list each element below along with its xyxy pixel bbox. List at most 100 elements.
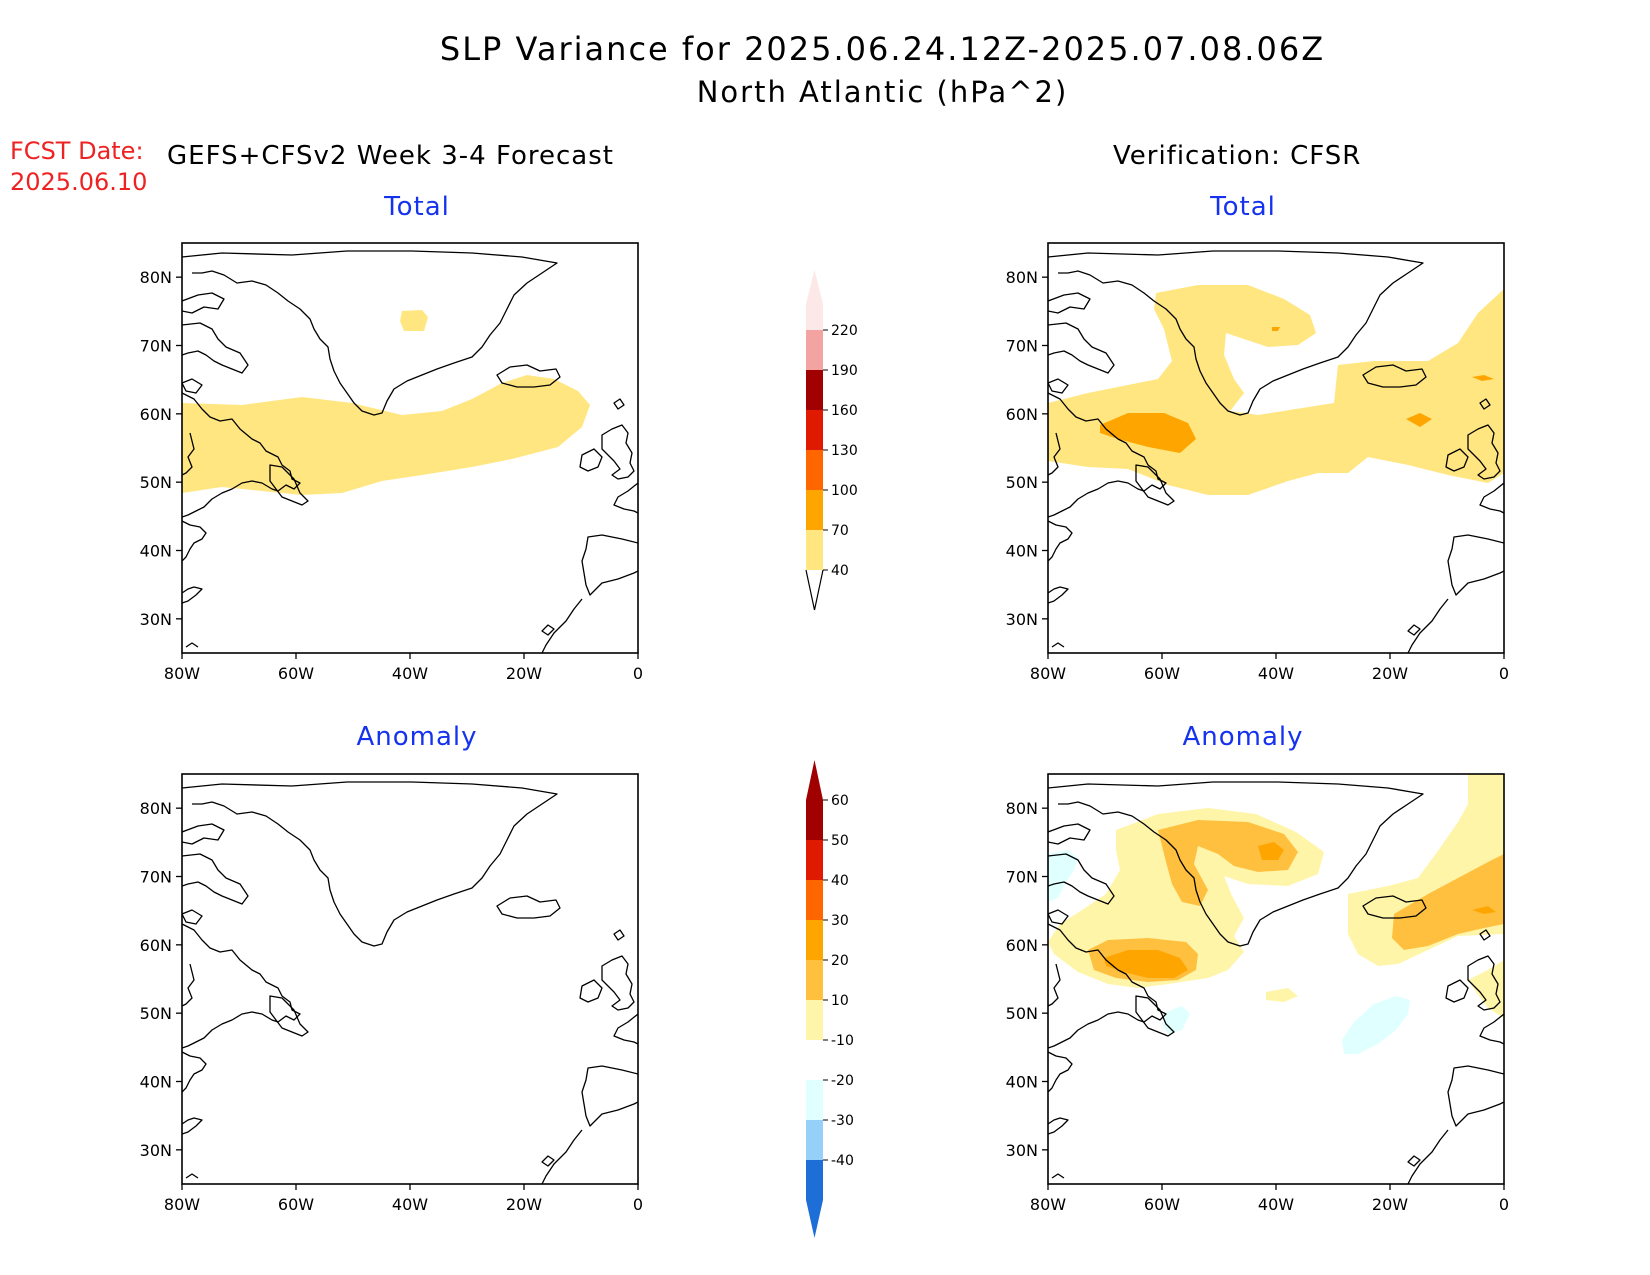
- lon-label: 80W: [1030, 664, 1066, 683]
- colorbar-anomaly-swatch: [806, 960, 823, 1000]
- colorbar-anomaly-swatch: [806, 1040, 823, 1080]
- colorbar-total-swatch: [806, 270, 823, 330]
- panel-title-forecast-total: Total: [384, 192, 450, 222]
- colorbar-anomaly-swatch: [806, 880, 823, 920]
- colorbar-anomaly-label: 20: [831, 953, 849, 969]
- left-column-title: GEFS+CFSv2 Week 3-4 Forecast: [167, 141, 614, 171]
- colorbar-total-swatch: [806, 370, 823, 410]
- colorbar-total-label: 130: [831, 443, 858, 459]
- lat-label: 80N: [1006, 799, 1038, 818]
- lat-label: 70N: [140, 337, 172, 356]
- shading-30-40-a: [1104, 950, 1188, 978]
- colorbar-total-label: 220: [831, 323, 858, 339]
- lon-label: 40W: [1258, 1195, 1294, 1214]
- lon-label: 60W: [278, 1195, 314, 1214]
- right-column-title: Verification: CFSR: [1113, 141, 1362, 171]
- colorbar-anomaly-swatch: [806, 1080, 823, 1120]
- lon-label: 60W: [1144, 664, 1180, 683]
- shading-neg-c: [1342, 996, 1410, 1054]
- colorbar-total-swatch: [806, 330, 823, 370]
- lon-label: 20W: [506, 1195, 542, 1214]
- colorbar-anomaly-label: 60: [831, 793, 849, 809]
- shading-70-100-verification-3: [1472, 375, 1494, 381]
- colorbar-anomaly-label: 30: [831, 913, 849, 929]
- lon-label: 0: [633, 1195, 643, 1214]
- colorbar-anomaly-label: 10: [831, 993, 849, 1009]
- lat-label: 60N: [140, 405, 172, 424]
- lat-label: 80N: [1006, 268, 1038, 287]
- lon-label: 20W: [1372, 1195, 1408, 1214]
- lat-label: 70N: [1006, 337, 1038, 356]
- shading-40-70-forecast: [182, 375, 590, 495]
- lon-label: 20W: [506, 664, 542, 683]
- lon-label: 0: [1499, 1195, 1509, 1214]
- shading-30-40-b: [1258, 842, 1284, 860]
- shading-20-30-c: [1392, 854, 1504, 950]
- lat-label: 60N: [140, 936, 172, 955]
- lat-label: 60N: [1006, 405, 1038, 424]
- panel-title-verification-anomaly: Anomaly: [1182, 722, 1304, 752]
- map-forecast-total: [181, 242, 639, 654]
- lat-label: 50N: [140, 1004, 172, 1023]
- lon-label: 0: [633, 664, 643, 683]
- colorbar-total-swatch: [806, 410, 823, 450]
- shading-neg-a: [1048, 850, 1078, 902]
- colorbar-anomaly-swatch: [806, 1160, 823, 1238]
- panel-title-forecast-anomaly: Anomaly: [356, 722, 478, 752]
- shading-70-100-verification-2: [1406, 413, 1432, 427]
- shading-10-20-c: [1266, 988, 1298, 1002]
- forecast-date-label: FCST Date:: [10, 137, 144, 165]
- colorbar-total-label: 190: [831, 363, 858, 379]
- lon-label: 80W: [164, 664, 200, 683]
- colorbar-total-swatch: [806, 490, 823, 530]
- lat-label: 40N: [1006, 1073, 1038, 1092]
- colorbar-anomaly-label: 50: [831, 833, 849, 849]
- colorbar-total-swatch: [806, 530, 823, 570]
- colorbar-total-label: 40: [831, 563, 849, 579]
- colorbar-anomaly-swatch: [806, 920, 823, 960]
- colorbar-total: 40 70 100 130 160 190 220: [805, 270, 858, 611]
- lat-label: 40N: [140, 542, 172, 561]
- colorbar-total-label: 160: [831, 403, 858, 419]
- shading-40-70-verification: [1048, 285, 1504, 495]
- colorbar-anomaly-label: 40: [831, 873, 849, 889]
- lon-label: 60W: [278, 664, 314, 683]
- colorbar-total-swatch: [806, 450, 823, 490]
- lat-label: 80N: [140, 268, 172, 287]
- lat-label: 40N: [1006, 542, 1038, 561]
- colorbar-anomaly-label: -30: [831, 1113, 854, 1129]
- colorbar-anomaly-swatch: [806, 1000, 823, 1040]
- shading-70-100-verification-1: [1100, 413, 1196, 453]
- figure-title: SLP Variance for 2025.06.24.12Z-2025.07.…: [439, 30, 1326, 68]
- map-verification-total: [1047, 242, 1505, 654]
- colorbar-anomaly-swatch: [806, 1120, 823, 1160]
- lat-label: 80N: [140, 799, 172, 818]
- lat-label: 30N: [1006, 610, 1038, 629]
- lat-label: 40N: [140, 1073, 172, 1092]
- lat-label: 30N: [1006, 1141, 1038, 1160]
- lat-label: 30N: [140, 610, 172, 629]
- lon-label: 0: [1499, 664, 1509, 683]
- colorbar-anomaly-swatch: [806, 840, 823, 880]
- lat-label: 50N: [140, 473, 172, 492]
- lon-label: 60W: [1144, 1195, 1180, 1214]
- lon-label: 20W: [1372, 664, 1408, 683]
- lat-label: 70N: [140, 868, 172, 887]
- colorbar-anomaly-swatch: [806, 760, 823, 840]
- colorbar-anomaly-label: -20: [831, 1073, 854, 1089]
- colorbar-anomaly-label: -10: [831, 1033, 854, 1049]
- lon-label: 80W: [164, 1195, 200, 1214]
- lon-label: 40W: [1258, 664, 1294, 683]
- lat-label: 50N: [1006, 1004, 1038, 1023]
- panel-title-verification-total: Total: [1210, 192, 1276, 222]
- shading-neg-b: [1162, 1006, 1190, 1034]
- shading-20-30-b: [1158, 820, 1298, 906]
- map-verification-anomaly: [1047, 773, 1505, 1185]
- figure-subtitle: North Atlantic (hPa^2): [696, 75, 1069, 109]
- colorbar-total-label: 100: [831, 483, 858, 499]
- lat-label: 30N: [140, 1141, 172, 1160]
- lat-label: 50N: [1006, 473, 1038, 492]
- colorbar-anomaly-label: -40: [831, 1153, 854, 1169]
- lon-label: 80W: [1030, 1195, 1066, 1214]
- axis-ticks: 80N 70N 60N 50N 40N 30N 80W 60W 40W 20W 0 80N 70N 60N…: [140, 268, 1509, 1214]
